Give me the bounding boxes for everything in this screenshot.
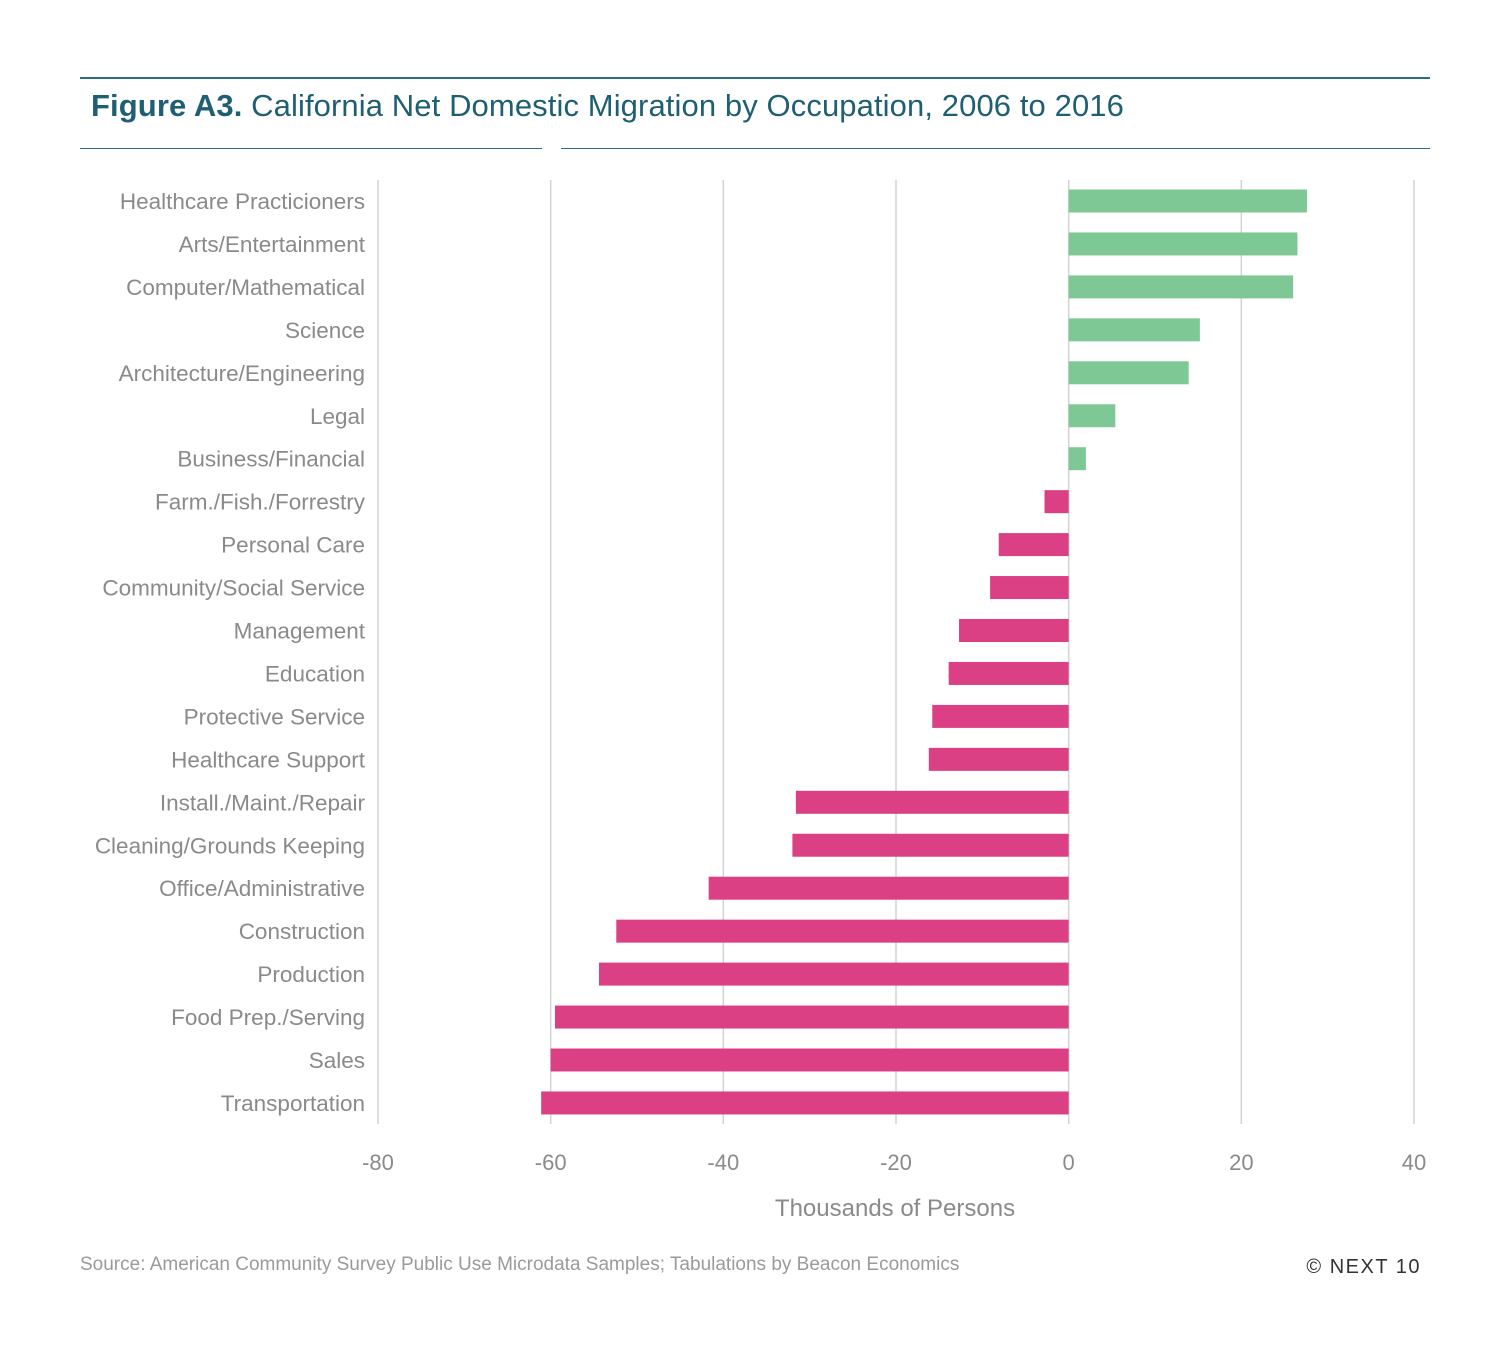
x-tick-labels: -80 -60 -40 -20 0 20 40 xyxy=(362,1150,1426,1175)
category-label: Sales xyxy=(309,1048,365,1073)
bar-healthcare-practicioners xyxy=(1068,189,1307,213)
bar-transportation xyxy=(541,1091,1069,1115)
title-underline-right xyxy=(561,148,1430,149)
category-label: Science xyxy=(285,318,365,343)
category-label: Legal xyxy=(310,404,365,429)
category-label: Personal Care xyxy=(221,533,365,558)
source-note: Source: American Community Survey Public… xyxy=(80,1254,960,1275)
bar-food-prep-serving xyxy=(554,1005,1069,1029)
category-label: Office/Administrative xyxy=(159,876,365,901)
x-tick-label: 0 xyxy=(1063,1150,1075,1175)
category-label: Cleaning/Grounds Keeping xyxy=(95,833,365,858)
x-axis-title: Thousands of Persons xyxy=(775,1195,1015,1222)
bar-healthcare-support xyxy=(928,747,1069,771)
category-label: Education xyxy=(265,661,365,686)
bar-education xyxy=(948,661,1069,685)
x-tick-label: 40 xyxy=(1402,1150,1426,1175)
x-tick-label: -20 xyxy=(880,1150,912,1175)
bar-production xyxy=(599,962,1069,986)
title-underline-left xyxy=(80,148,542,149)
copyright-notice: © NEXT 10 xyxy=(1306,1256,1421,1278)
category-label: Install./Maint./Repair xyxy=(160,790,366,815)
category-label: Architecture/Engineering xyxy=(119,361,365,386)
top-rule xyxy=(80,77,1430,79)
x-tick-label: -80 xyxy=(362,1150,394,1175)
bar-community-social-service xyxy=(990,576,1069,600)
bar-science xyxy=(1068,318,1200,342)
bar-computer-mathematical xyxy=(1068,275,1294,299)
chart-title-lead: Figure A3. xyxy=(91,88,243,123)
chart-title-rest: California Net Domestic Migration by Occ… xyxy=(242,88,1124,123)
category-label: Arts/Entertainment xyxy=(179,232,366,257)
category-label: Production xyxy=(257,962,365,987)
bar-architecture-engineering xyxy=(1068,361,1189,385)
bar-construction xyxy=(616,919,1069,943)
x-tick-label: 20 xyxy=(1229,1150,1253,1175)
bar-legal xyxy=(1068,404,1116,428)
bar-business-financial xyxy=(1068,447,1086,471)
bar-farm-fish-forrestry xyxy=(1044,490,1069,514)
chart-title: Figure A3. California Net Domestic Migra… xyxy=(91,88,1124,124)
category-labels: Healthcare Practicioners Arts/Entertainme… xyxy=(95,189,366,1116)
category-label: Healthcare Practicioners xyxy=(120,189,365,214)
bar-office-administrative xyxy=(708,876,1069,900)
category-label: Protective Service xyxy=(184,704,365,729)
x-tick-label: -40 xyxy=(707,1150,739,1175)
bar-management xyxy=(959,619,1069,642)
bar-cleaning-grounds-keeping xyxy=(792,833,1069,857)
category-label: Construction xyxy=(239,919,365,944)
category-label: Management xyxy=(234,619,366,644)
category-label: Computer/Mathematical xyxy=(126,275,365,300)
category-label: Community/Social Service xyxy=(102,576,365,601)
bar-sales xyxy=(550,1048,1069,1072)
category-label: Business/Financial xyxy=(177,447,365,472)
bar-personal-care xyxy=(998,533,1069,557)
bars xyxy=(541,189,1307,1115)
x-tick-label: -60 xyxy=(535,1150,567,1175)
bar-install-maint-repair xyxy=(795,790,1069,814)
bar-protective-service xyxy=(932,704,1069,728)
category-label: Farm./Fish./Forrestry xyxy=(155,490,366,515)
category-label: Healthcare Support xyxy=(171,747,366,772)
bar-arts-entertainment xyxy=(1068,232,1298,256)
category-label: Food Prep./Serving xyxy=(171,1005,365,1030)
category-label: Transportation xyxy=(221,1091,365,1116)
